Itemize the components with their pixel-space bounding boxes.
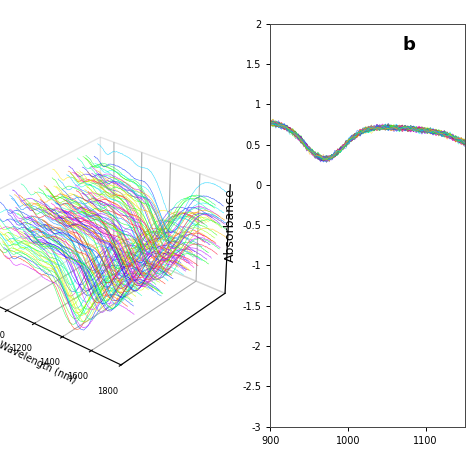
- Y-axis label: Absorbance: Absorbance: [224, 188, 237, 262]
- X-axis label: Wavelength (nm): Wavelength (nm): [0, 340, 77, 386]
- Text: b: b: [402, 36, 415, 54]
